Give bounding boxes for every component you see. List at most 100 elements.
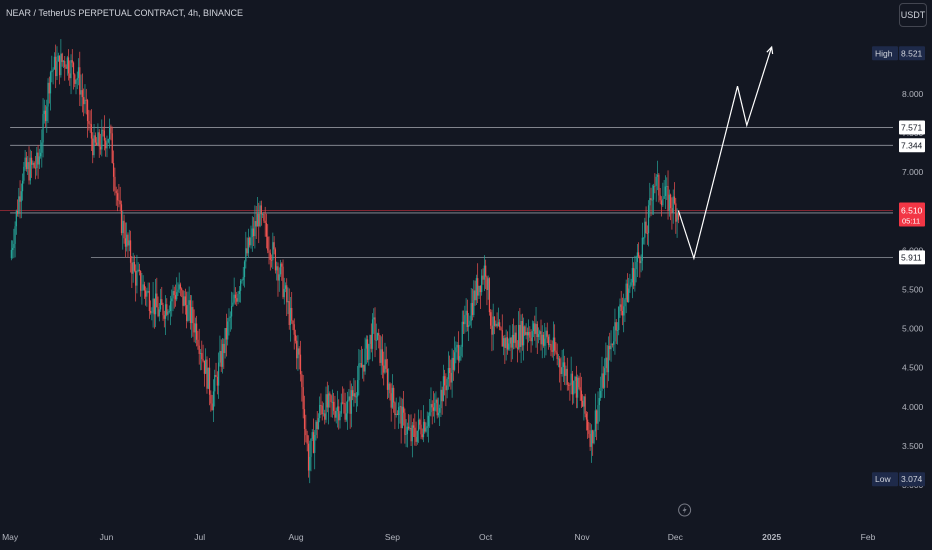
candle-body bbox=[644, 221, 646, 238]
candle-body bbox=[184, 296, 187, 306]
candle-body bbox=[675, 203, 677, 222]
candle-body bbox=[237, 293, 239, 302]
candle-body bbox=[479, 285, 481, 293]
candle-body bbox=[500, 327, 502, 331]
candle-body bbox=[561, 366, 563, 374]
candle-body bbox=[126, 234, 128, 247]
candle-body bbox=[676, 212, 678, 222]
candle-body bbox=[53, 56, 56, 70]
candle-body bbox=[430, 404, 432, 413]
candle-body bbox=[381, 349, 384, 366]
candle-body bbox=[547, 336, 550, 345]
candle-body bbox=[398, 407, 400, 416]
candle-body bbox=[79, 67, 81, 95]
candle-body bbox=[286, 285, 288, 303]
candle-body bbox=[485, 265, 487, 277]
candle-body bbox=[250, 236, 252, 246]
candle-body bbox=[32, 162, 34, 165]
candle-body bbox=[99, 146, 102, 150]
candle-body bbox=[432, 407, 435, 411]
candle-body bbox=[373, 317, 375, 320]
candle-body bbox=[310, 438, 312, 457]
candle-body bbox=[575, 376, 577, 398]
candle-body bbox=[272, 242, 274, 261]
candle-body bbox=[415, 437, 417, 442]
candle-body bbox=[486, 276, 488, 290]
candle-body bbox=[189, 300, 191, 323]
candle-body bbox=[221, 343, 224, 367]
candle-body bbox=[238, 290, 240, 294]
candle-body bbox=[587, 419, 589, 431]
candle-body bbox=[60, 53, 62, 76]
candle-body bbox=[106, 142, 108, 149]
candle-body bbox=[396, 413, 399, 416]
candle-body bbox=[668, 194, 670, 211]
candle-body bbox=[545, 330, 547, 339]
candle-body bbox=[416, 430, 418, 442]
candle-body bbox=[536, 324, 538, 337]
candle-body bbox=[379, 335, 381, 363]
time-tick-label: Jun bbox=[100, 532, 114, 542]
candle-body bbox=[518, 325, 520, 349]
candle-body bbox=[122, 220, 124, 234]
candle-body bbox=[338, 406, 340, 421]
currency-button[interactable]: USDT bbox=[899, 3, 927, 27]
candle-body bbox=[56, 61, 58, 77]
candle-body bbox=[260, 205, 262, 215]
candle-body bbox=[224, 328, 226, 354]
candle-body bbox=[499, 322, 501, 328]
candle-body bbox=[166, 304, 168, 315]
candle-body bbox=[228, 317, 230, 322]
time-tick-label: May bbox=[2, 532, 19, 542]
candle-body bbox=[639, 256, 641, 264]
candle-body bbox=[76, 78, 78, 80]
candle-body bbox=[15, 210, 17, 227]
candle-body bbox=[112, 163, 115, 177]
candle-body bbox=[401, 406, 403, 429]
candle-body bbox=[265, 223, 268, 237]
candle-body bbox=[273, 242, 275, 250]
price-tick-label: 3.500 bbox=[902, 441, 924, 451]
candle-body bbox=[566, 368, 568, 385]
candle-body bbox=[229, 316, 231, 318]
candle-body bbox=[72, 62, 75, 75]
candle-body bbox=[52, 69, 54, 71]
price-tick-label: 7.000 bbox=[902, 167, 924, 177]
candle-body bbox=[97, 132, 99, 146]
event-lightning-icon[interactable] bbox=[678, 503, 692, 517]
candle-body bbox=[570, 373, 572, 385]
candle-body bbox=[98, 132, 100, 147]
candle-body bbox=[606, 357, 608, 373]
candle-body bbox=[115, 190, 117, 194]
candle-body bbox=[621, 311, 624, 316]
candle-body bbox=[573, 380, 575, 395]
candle-body bbox=[383, 365, 385, 373]
candle-body bbox=[495, 323, 497, 326]
candle-body bbox=[89, 123, 91, 125]
candle-body bbox=[592, 430, 594, 444]
candle-body bbox=[147, 290, 149, 292]
candle-body bbox=[230, 306, 233, 317]
candle-body bbox=[597, 405, 599, 424]
candle-body bbox=[215, 374, 217, 377]
candle-body bbox=[584, 396, 586, 414]
candle-body bbox=[635, 261, 637, 270]
candle-body bbox=[481, 275, 483, 293]
candle-body bbox=[552, 337, 555, 352]
candle-body bbox=[466, 310, 468, 327]
candle-body bbox=[482, 275, 484, 280]
candle-body bbox=[336, 406, 339, 411]
candle-body bbox=[395, 413, 397, 415]
candle-body bbox=[442, 376, 445, 402]
candle-body bbox=[520, 321, 522, 347]
candle-body bbox=[326, 394, 328, 408]
projection-path[interactable] bbox=[677, 46, 773, 261]
candle-body bbox=[129, 240, 132, 263]
candle-body bbox=[626, 283, 629, 302]
candle-body bbox=[358, 363, 360, 381]
candle-body bbox=[335, 410, 337, 418]
candle-body bbox=[296, 340, 298, 359]
candle-body bbox=[434, 402, 436, 411]
